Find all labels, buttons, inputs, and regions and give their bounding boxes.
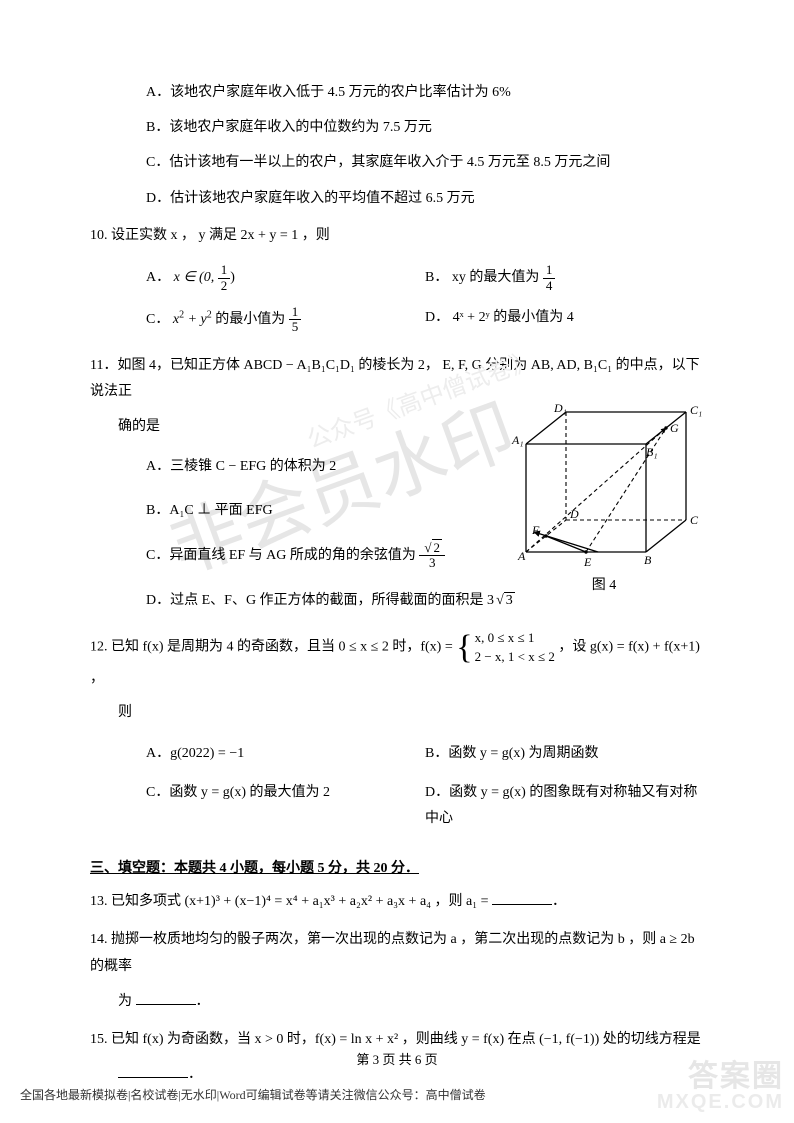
frac-num: 1 xyxy=(218,263,231,278)
watermark-corner-l1: 答案圈 xyxy=(657,1061,784,1093)
q12-option-a: A．g(2022) = −1 xyxy=(146,741,425,768)
q12-piece2: 2 − x, 1 < x ≤ 2 xyxy=(475,649,555,664)
section-3-title: 三、填空题：本题共 4 小题，每小题 5 分，共 20 分． xyxy=(90,857,704,877)
svg-text:G: G xyxy=(670,421,679,435)
q10-option-a: A． x ∈ (0, 12) xyxy=(146,263,425,293)
svg-text:D: D xyxy=(569,507,579,521)
q10-b-text: xy 的最大值为 xyxy=(452,270,543,285)
cube-diagram: A B C D A₁ B₁ C₁ D₁ E F G xyxy=(504,402,704,572)
q12-option-c: C．函数 y = g(x) 的最大值为 2 xyxy=(146,780,425,833)
q11-c-pre: C．异面直线 EF 与 AG 所成的角的余弦值为 xyxy=(146,548,419,563)
blank-field[interactable] xyxy=(492,890,552,905)
q10-c-pre: C． xyxy=(146,312,169,327)
frac-num: 1 xyxy=(543,263,556,278)
q12-stem-a: 12. 已知 f(x) 是周期为 4 的奇函数，且当 0 ≤ x ≤ 2 时，f… xyxy=(90,640,456,655)
figure-4: A B C D A₁ B₁ C₁ D₁ E F G 图 4 xyxy=(504,402,704,594)
q10-c-text: 的最小值为 xyxy=(212,312,289,327)
watermark-corner-l2: MXQE.COM xyxy=(657,1092,784,1113)
frac-den: 3 xyxy=(419,556,445,570)
q15-period: ． xyxy=(188,1067,202,1082)
svg-text:A₁: A₁ xyxy=(511,433,524,447)
q10-a-post: ) xyxy=(230,270,235,285)
q9-option-a: A．该地农户家庭年收入低于 4.5 万元的农户比率估计为 6% xyxy=(146,80,704,105)
q12-piece1: x, 0 ≤ x ≤ 1 xyxy=(475,630,535,645)
brace-icon: { xyxy=(456,634,472,661)
q9-option-b: B．该地农户家庭年收入的中位数约为 7.5 万元 xyxy=(146,115,704,140)
q10-a-math: x ∈ (0, xyxy=(174,270,218,285)
q12-stem: 12. 已知 f(x) 是周期为 4 的奇函数，且当 0 ≤ x ≤ 2 时，f… xyxy=(90,629,704,692)
q13-text: 13. 已知多项式 (x+1)³ + (x−1)⁴ = x⁴ + a₁x³ + … xyxy=(90,894,492,909)
q14-line2: 为 ． xyxy=(118,989,704,1016)
q11-stem-1: 11．如图 4，已知正方体 ABCD − A₁B₁C₁D₁ 的棱长为 2， E,… xyxy=(90,353,704,406)
q12-piecewise: x, 0 ≤ x ≤ 1 2 − x, 1 < x ≤ 2 xyxy=(475,629,555,665)
q10-a-frac: 12 xyxy=(218,263,231,293)
q12-option-b: B．函数 y = g(x) 为周期函数 xyxy=(425,741,704,768)
q10-d-pre: D． xyxy=(425,310,449,325)
q10-option-c: C． x2 + y2 的最小值为 15 xyxy=(146,305,425,335)
q10-d-text: 4ˣ + 2ʸ 的最小值为 4 xyxy=(453,310,574,325)
frac-num: 2 xyxy=(419,541,445,556)
q13-period: ． xyxy=(552,894,566,909)
q13: 13. 已知多项式 (x+1)³ + (x−1)⁴ = x⁴ + a₁x³ + … xyxy=(90,889,704,916)
q9-option-d: D．估计该地农户家庭年收入的平均值不超过 6.5 万元 xyxy=(146,186,704,211)
frac-den: 5 xyxy=(289,320,302,334)
frac-den: 4 xyxy=(543,279,556,293)
q12-options: A．g(2022) = −1 B．函数 y = g(x) 为周期函数 C．函数 … xyxy=(146,735,704,839)
svg-text:C₁: C₁ xyxy=(690,403,702,417)
sqrt-icon: 2 xyxy=(422,541,442,555)
q9-option-c: C．估计该地有一半以上的农户，其家庭年收入介于 4.5 万元至 8.5 万元之间 xyxy=(146,150,704,175)
svg-text:B₁: B₁ xyxy=(646,445,658,459)
q11-d-pre: D．过点 E、F、G 作正方体的截面，所得截面的面积是 3 xyxy=(146,593,494,608)
q14-line1: 14. 抛掷一枚质地均匀的骰子两次，第一次出现的点数记为 a ，第二次出现的点数… xyxy=(90,927,704,980)
svg-text:C: C xyxy=(690,513,699,527)
q10-c-frac: 15 xyxy=(289,305,302,335)
frac-num: 1 xyxy=(289,305,302,320)
footer-note: 全国各地最新模拟卷|名校试卷|无水印|Word可编辑试卷等请关注微信公众号：高中… xyxy=(20,1086,486,1103)
q10-option-d: D． 4ˣ + 2ʸ 的最小值为 4 xyxy=(425,305,704,335)
svg-text:F: F xyxy=(531,523,540,537)
q14-line2b: ． xyxy=(196,994,210,1009)
q11-c-frac: 23 xyxy=(419,541,445,571)
q10-option-b: B． xy 的最大值为 14 xyxy=(425,263,704,293)
q10-a-pre: A． xyxy=(146,270,170,285)
blank-field[interactable] xyxy=(136,990,196,1005)
q10-b-frac: 14 xyxy=(543,263,556,293)
svg-text:E: E xyxy=(583,555,592,569)
q14-line2a: 为 xyxy=(118,994,136,1009)
q10-stem: 10. 设正实数 x ， y 满足 2x + y = 1 ，则 xyxy=(90,223,704,250)
sqrt-rad: 3 xyxy=(504,592,515,608)
q12-stem-c: 则 xyxy=(118,700,704,727)
frac-den: 2 xyxy=(218,279,231,293)
svg-text:B: B xyxy=(644,553,652,567)
q10-b-pre: B． xyxy=(425,270,448,285)
page-root: 非会员水印 公众号《高中僧试卷》 A．该地农户家庭年收入低于 4.5 万元的农户… xyxy=(0,0,794,1123)
figure-caption: 图 4 xyxy=(504,574,704,594)
watermark-corner: 答案圈 MXQE.COM xyxy=(657,1061,784,1114)
q10-c-y: + y xyxy=(184,312,207,327)
q12-option-d: D．函数 y = g(x) 的图象既有对称轴又有对称中心 xyxy=(425,780,704,833)
q10-options: A． x ∈ (0, 12) B． xy 的最大值为 14 C． x2 + y2… xyxy=(146,257,704,340)
svg-text:D₁: D₁ xyxy=(553,402,567,415)
svg-text:A: A xyxy=(517,549,526,563)
